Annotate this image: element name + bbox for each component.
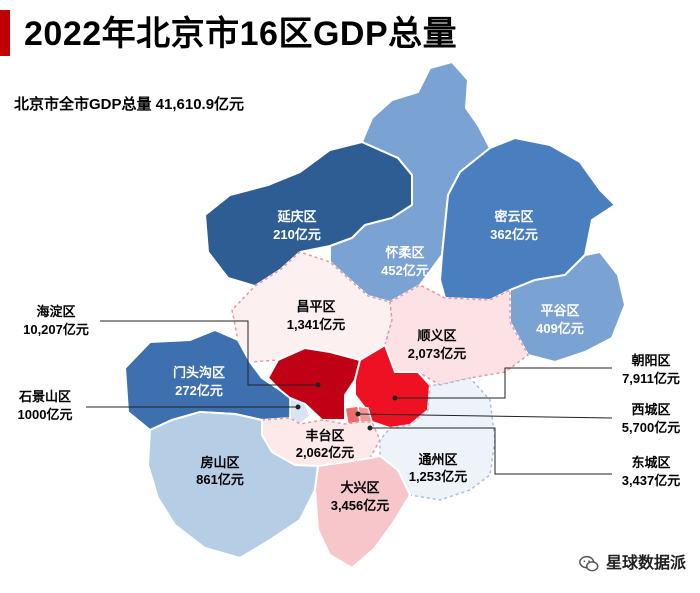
label-daxing-name: 大兴区 [340,480,379,495]
label-haidian-name: 海淀区 [36,304,75,319]
label-daxing-value: 3,456亿元 [331,498,390,513]
brand-watermark: 星球数据派 [578,549,686,575]
label-mentougou-value: 272亿元 [175,383,223,398]
label-huairou-value: 452亿元 [381,263,429,278]
label-shunyi-name: 顺义区 [417,328,456,343]
label-fangshan-value: 861亿元 [196,472,244,487]
label-xicheng-name: 西城区 [631,402,670,417]
leader-line-xicheng [357,413,613,419]
label-fengtai-value: 2,062亿元 [296,445,355,460]
label-xicheng-value: 5,700亿元 [622,420,681,435]
watermark-text: 星球数据派 [605,555,686,573]
total-gdp-subtitle: 北京市全市GDP总量 41,610.9亿元 [14,96,245,113]
label-shijingshan-name: 石景山区 [18,389,71,404]
label-chaoyang-name: 朝阳区 [631,353,670,368]
label-chaoyang-value: 7,911亿元 [622,371,680,386]
label-yanqing-value: 210亿元 [273,227,321,242]
label-pinggu-name: 平谷区 [540,303,579,318]
leader-line-chaoyang [395,367,612,399]
label-dongcheng-name: 东城区 [631,455,670,470]
label-tongzhou-value: 1,253亿元 [409,469,468,484]
leader-line-haidian [100,320,318,386]
leader-dot-haidian [315,382,321,388]
label-miyun-value: 362亿元 [490,227,538,242]
district-shijingshan[interactable] [289,396,311,425]
label-fangshan-name: 房山区 [200,455,239,470]
label-shunyi-value: 2,073亿元 [408,346,467,361]
label-huairou-name: 怀柔区 [385,245,424,260]
label-changping-value: 1,341亿元 [287,317,346,332]
leader-line-dongcheng [370,427,612,475]
label-miyun-name: 密云区 [493,209,533,224]
label-tongzhou-name: 通州区 [418,452,457,467]
district-haidian[interactable] [266,346,362,421]
leader-dot-dongcheng [367,425,373,431]
wechat-icon [579,555,599,572]
leader-dots [295,382,398,431]
label-changping-name: 昌平区 [296,299,335,314]
district-daxing[interactable] [313,454,412,570]
leader-dot-chaoyang [392,395,398,401]
page-title: 2022年北京市16区GDP总量 [24,15,458,53]
label-mentougou-name: 门头沟区 [173,365,225,380]
label-dongcheng-value: 3,437亿元 [622,473,681,488]
leader-lines [86,320,613,475]
label-yanqing-name: 延庆区 [276,209,316,224]
leader-dot-shijingshan [295,404,301,410]
label-fengtai-name: 丰台区 [305,428,344,443]
leader-dot-xicheng [355,411,361,417]
title-accent-bar [0,10,10,56]
label-haidian-value: 10,207亿元 [23,322,89,337]
label-shijingshan-value: 1000亿元 [18,407,73,422]
label-pinggu-value: 409亿元 [536,321,584,336]
